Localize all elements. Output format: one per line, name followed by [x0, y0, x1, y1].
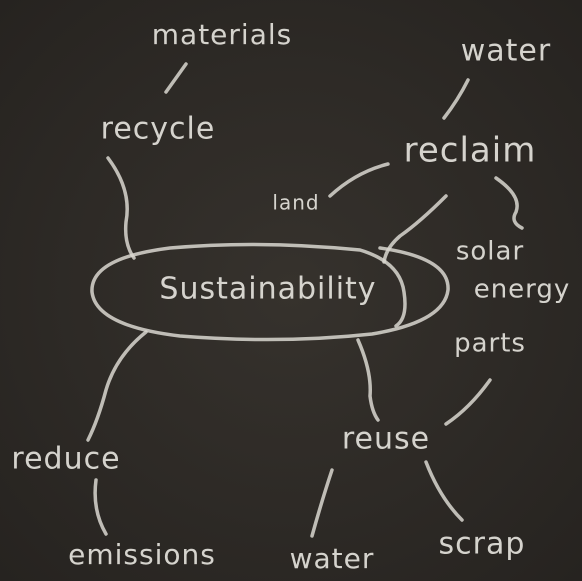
page: {"center": "Sustainability", "nodes": {"… [0, 0, 582, 581]
node-label: land [272, 191, 319, 215]
node-label: solar [456, 237, 524, 267]
node-label: water [461, 34, 551, 69]
node-label: reuse [342, 422, 430, 457]
mind-map: materials recycle water reclaim land Sus… [0, 0, 582, 581]
node-label: energy [474, 275, 571, 305]
node-label: materials [152, 18, 292, 51]
center-label: Sustainability [159, 272, 376, 307]
node-label: recycle [101, 112, 216, 147]
node-label: parts [454, 329, 526, 359]
node-label: reduce [11, 442, 120, 477]
node-label: emissions [68, 538, 216, 571]
node-label: water [290, 542, 375, 575]
node-label: scrap [439, 527, 526, 562]
node-label: reclaim [404, 131, 537, 171]
